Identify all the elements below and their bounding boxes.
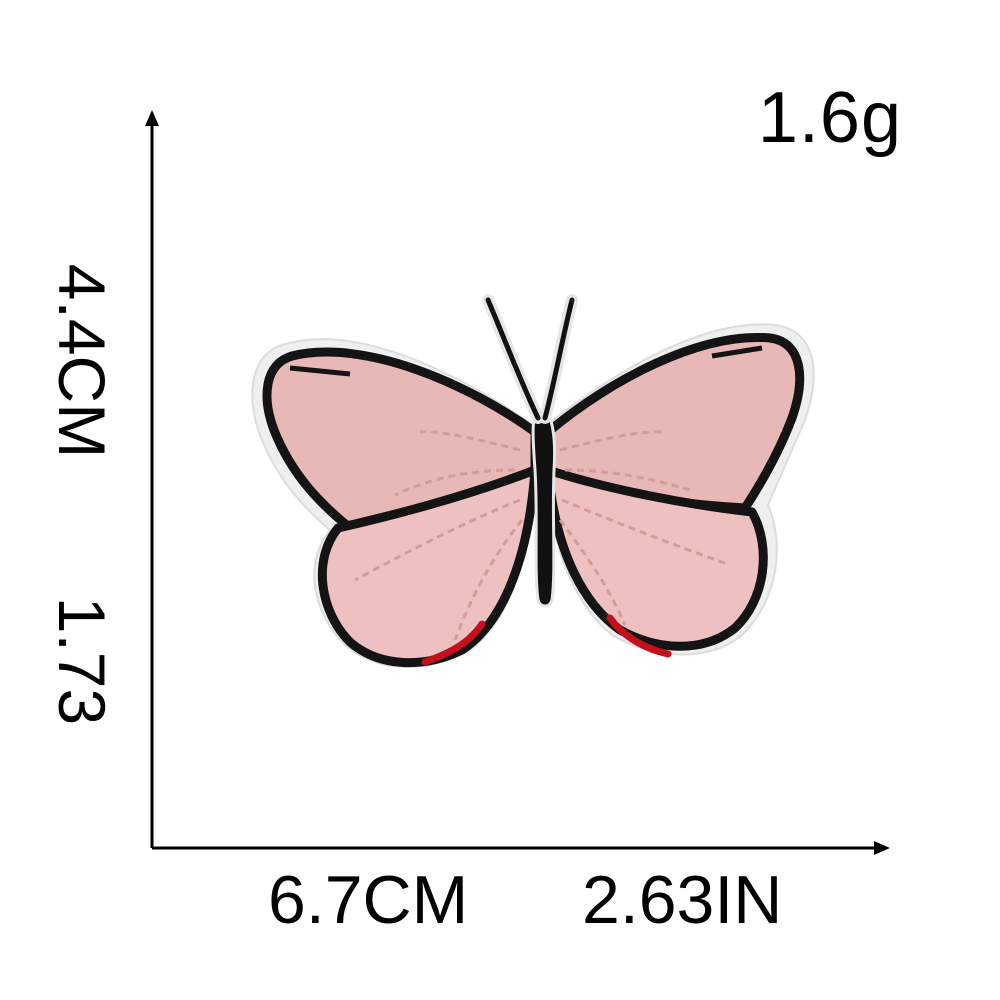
antennae-stitch	[485, 297, 575, 421]
vertical-axis-arrow-icon	[145, 110, 159, 126]
width-cm-label: 6.7CM	[268, 862, 469, 938]
right-hindwing	[543, 465, 768, 651]
weight-label: 1.6g	[757, 78, 902, 158]
butterfly-body	[531, 408, 557, 608]
height-cm-label: 4.4CM	[45, 263, 119, 459]
horizontal-axis-arrow-icon	[874, 841, 890, 855]
left-red-accent	[421, 620, 486, 666]
right-red-accent	[606, 614, 672, 658]
right-wingtip-mark	[711, 345, 763, 359]
left-hindwing	[317, 465, 540, 668]
left-wingtip-mark	[289, 365, 351, 377]
height-in-label: 1.73	[45, 596, 119, 726]
width-in-label: 2.63IN	[582, 862, 783, 938]
wing-stitching	[354, 430, 731, 641]
